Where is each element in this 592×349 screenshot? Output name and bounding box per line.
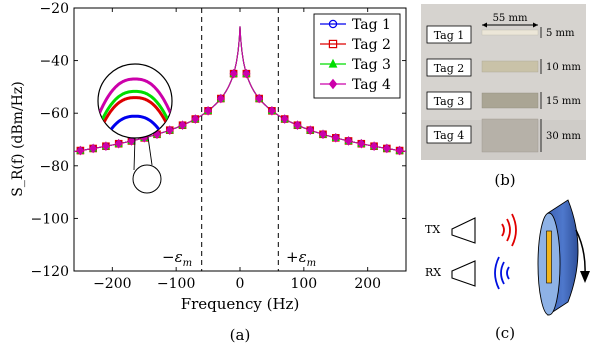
y-tick-label: −40 (39, 54, 69, 70)
series-marker (328, 39, 338, 49)
series-marker (217, 93, 225, 104)
series-marker (127, 136, 136, 146)
series-marker (328, 78, 338, 90)
tag-on-cylinder (546, 230, 552, 284)
caption-b: (b) (494, 171, 515, 189)
y-axis-ticks: −20 −40 −60 −80 −100 −120 (31, 1, 406, 280)
series-marker (165, 125, 174, 135)
y-tick-label: −100 (31, 211, 69, 227)
series-markers (76, 68, 404, 156)
series-marker (89, 143, 97, 154)
tag2-label: Tag 2 (434, 62, 465, 75)
series-marker (319, 129, 327, 140)
tx-antenna-icon (451, 217, 476, 244)
x-axis-label: Frequency (Hz) (181, 295, 300, 313)
series-marker (268, 106, 276, 116)
width-arrow-left-head (482, 22, 487, 28)
x-tick-label: 0 (236, 276, 245, 292)
series-marker (76, 145, 85, 156)
series-marker (293, 120, 302, 131)
rx-label: RX (425, 266, 441, 279)
tag1-height-label: 5 mm (546, 28, 575, 39)
tag3-label: Tag 3 (434, 95, 465, 108)
eps-pos-label: +εm (286, 248, 316, 269)
series-marker (242, 68, 251, 79)
y-axis-label: S_R(f) (dBm/Hz) (10, 81, 26, 196)
series-marker (357, 138, 366, 149)
series-marker (229, 68, 238, 79)
zoom-series-arc (98, 96, 172, 138)
series-marker (331, 133, 340, 143)
zoom-series-arc (98, 77, 172, 126)
x-tick-label: 100 (290, 276, 317, 292)
x-tick-label: 200 (354, 276, 381, 292)
series-marker (395, 145, 404, 156)
series-marker (370, 141, 378, 152)
setup-diagram: TX RX (c) (425, 199, 590, 342)
x-tick-label: −200 (93, 276, 131, 292)
legend-label: Tag 3 (352, 57, 391, 73)
width-label: 55 mm (493, 13, 528, 24)
small-zoom-circle (132, 164, 162, 194)
series-marker (344, 136, 353, 146)
rotation-arrow-head (580, 271, 590, 283)
tag-photo-panel: 55 mm Tag 1 5 mm Tag 2 10 mm Tag 3 15 mm… (421, 4, 586, 189)
series-marker (383, 143, 391, 154)
zoom-connector-left (133, 137, 136, 171)
tag2-height-label: 10 mm (546, 62, 581, 73)
rotating-cylinder (537, 199, 579, 316)
rx-antenna-icon (451, 260, 476, 287)
x-axis-ticks: −200 −100 0 100 200 (93, 8, 381, 292)
tag4-height-label: 30 mm (546, 131, 581, 142)
series-marker (178, 120, 187, 131)
legend-label: Tag 4 (352, 77, 391, 93)
series-marker (328, 58, 338, 68)
series-marker (306, 125, 315, 135)
zoom-series-arc (98, 89, 172, 138)
series-marker (114, 138, 123, 149)
caption-a: (a) (230, 326, 251, 344)
tag4-label: Tag 4 (434, 129, 465, 142)
tag1-label: Tag 1 (434, 29, 465, 42)
series-marker (191, 114, 200, 124)
tag3-label-box (426, 91, 472, 110)
tag2-strip (481, 60, 539, 73)
rotation-arrow-icon (575, 229, 586, 275)
tag4-strip (481, 118, 539, 153)
tx-wave-icon (501, 213, 517, 247)
series-marker (204, 106, 212, 116)
tag3-height-label: 15 mm (546, 96, 581, 107)
tag1-label-box (426, 25, 472, 44)
epsilon-lines (201, 8, 279, 271)
x-tick-label: −100 (157, 276, 195, 292)
series-marker (328, 19, 338, 29)
tag3-strip (481, 92, 539, 109)
tag4-label-box (426, 125, 472, 144)
spectrum-chart: −20 −40 −60 −80 −100 −120 −200 −100 0 100 200 −εm… (10, 1, 407, 344)
tag1-strip (481, 29, 539, 36)
legend: Tag 1 Tag 2 Tag 3 Tag 4 (313, 13, 401, 99)
legend-label: Tag 2 (352, 37, 391, 53)
eps-neg-label: −εm (162, 248, 192, 269)
caption-c: (c) (495, 324, 515, 342)
y-tick-label: −80 (39, 159, 69, 175)
series-marker (280, 114, 289, 124)
series-marker (102, 141, 110, 152)
y-tick-label: −120 (31, 264, 69, 280)
series-marker (255, 93, 263, 104)
rx-wave-icon (494, 256, 510, 290)
y-tick-label: −20 (39, 1, 69, 17)
width-arrow-right-head (533, 22, 538, 28)
zoom-inset-circle (97, 63, 173, 139)
y-tick-label: −60 (39, 106, 69, 122)
legend-label: Tag 1 (352, 17, 391, 33)
zoom-connector-right (147, 136, 153, 166)
tag2-label-box (426, 58, 472, 77)
tx-label: TX (425, 223, 440, 236)
series-marker (153, 129, 161, 140)
